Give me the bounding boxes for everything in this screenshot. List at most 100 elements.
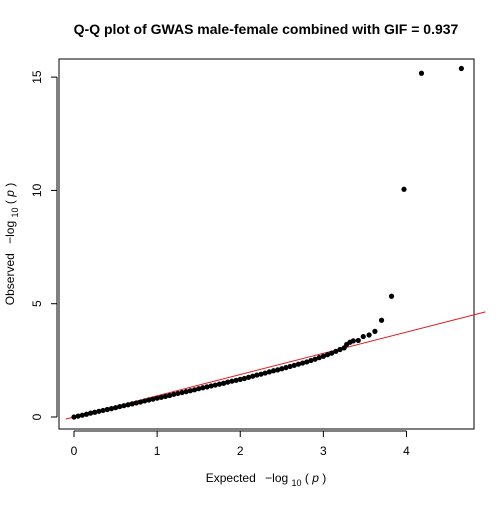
x-axis-label: Expected −log 10 ( p ): [206, 471, 327, 489]
data-point: [308, 357, 314, 364]
data-point: [360, 333, 366, 340]
x-axis-label-neg: −log: [265, 471, 288, 485]
data-point: [100, 407, 106, 414]
data-point: [142, 398, 148, 404]
data-point: [88, 410, 94, 416]
data-point: [279, 366, 285, 372]
data-point: [295, 361, 302, 367]
data-point: [329, 350, 335, 356]
data-point: [388, 293, 395, 299]
x-tick-label: 3: [320, 444, 327, 458]
x-axis-label-sub: 10: [292, 478, 302, 488]
data-point: [96, 408, 102, 414]
y-axis: 0 5 10 15: [30, 70, 58, 420]
data-point: [71, 414, 77, 420]
data-point: [312, 356, 318, 362]
data-point: [171, 391, 177, 397]
data-point: [166, 392, 173, 399]
data-point: [333, 348, 339, 354]
data-point: [196, 386, 202, 392]
y-axis-label-var: p: [3, 190, 17, 198]
data-points: [71, 65, 464, 420]
data-point: [146, 397, 152, 403]
data-point: [158, 394, 164, 400]
data-point: [79, 412, 85, 418]
data-point: [366, 332, 372, 338]
data-point: [104, 406, 110, 413]
data-point: [316, 355, 322, 361]
data-point: [233, 377, 239, 383]
data-point: [337, 346, 343, 353]
data-point: [121, 403, 127, 409]
data-point: [283, 365, 289, 371]
data-point: [355, 337, 361, 344]
data-point: [221, 380, 227, 386]
y-tick-label: 15: [30, 70, 44, 84]
data-point: [324, 352, 331, 358]
x-tick-label: 4: [403, 444, 410, 458]
x-tick-label: 0: [71, 444, 78, 458]
data-point: [266, 369, 272, 375]
data-point: [229, 378, 235, 384]
y-axis-label: Observed −log 10 ( p ): [3, 183, 21, 305]
x-axis: 0 1 2 3 4: [71, 430, 410, 458]
y-axis-label-sub: 10: [10, 207, 20, 217]
x-tick-label: 2: [237, 444, 244, 458]
data-point: [258, 371, 264, 377]
data-point: [320, 353, 326, 359]
data-point: [225, 379, 231, 385]
data-point: [129, 401, 135, 407]
data-point: [75, 413, 81, 419]
x-axis-label-prefix: Expected: [206, 471, 256, 485]
y-tick-label: 5: [30, 300, 44, 307]
data-point: [350, 338, 356, 344]
data-point: [291, 362, 297, 368]
data-point: [270, 368, 277, 374]
x-axis-label-close: ): [322, 471, 326, 485]
data-point: [117, 403, 123, 410]
data-point: [216, 381, 223, 387]
y-axis-label-open: (: [3, 200, 17, 204]
data-point: [200, 385, 206, 391]
data-point: [378, 317, 385, 323]
data-point: [458, 65, 464, 72]
data-point: [133, 400, 139, 406]
y-axis-label-neg: −log: [3, 221, 17, 244]
data-point: [150, 396, 156, 402]
data-point: [304, 359, 310, 365]
data-point: [175, 390, 181, 397]
y-axis-label-prefix: Observed: [3, 253, 17, 305]
data-point: [254, 372, 260, 378]
data-point: [401, 186, 407, 192]
chart-title: Q-Q plot of GWAS male-female combined wi…: [74, 21, 459, 37]
data-point: [299, 360, 306, 366]
data-point: [372, 328, 378, 334]
data-point: [275, 367, 281, 373]
data-point: [245, 374, 252, 380]
data-point: [237, 376, 243, 382]
data-point: [241, 375, 248, 382]
data-point: [208, 383, 214, 389]
data-point: [83, 411, 90, 417]
data-point: [204, 384, 210, 390]
data-point: [112, 405, 119, 411]
data-point: [92, 409, 98, 415]
data-point: [191, 387, 198, 393]
plot-frame: [58, 58, 475, 430]
y-tick-label: 0: [30, 413, 44, 420]
y-tick-label: 10: [30, 183, 44, 197]
data-point: [162, 393, 169, 399]
data-point: [183, 389, 189, 395]
data-point: [125, 402, 131, 408]
data-point: [137, 399, 144, 405]
data-point: [250, 373, 256, 379]
data-point: [187, 388, 193, 394]
x-axis-label-var: p: [311, 471, 319, 485]
data-point: [287, 363, 293, 370]
data-point: [418, 70, 425, 76]
y-axis-label-close: ): [3, 183, 17, 187]
data-point: [212, 382, 218, 388]
data-point: [154, 395, 160, 401]
